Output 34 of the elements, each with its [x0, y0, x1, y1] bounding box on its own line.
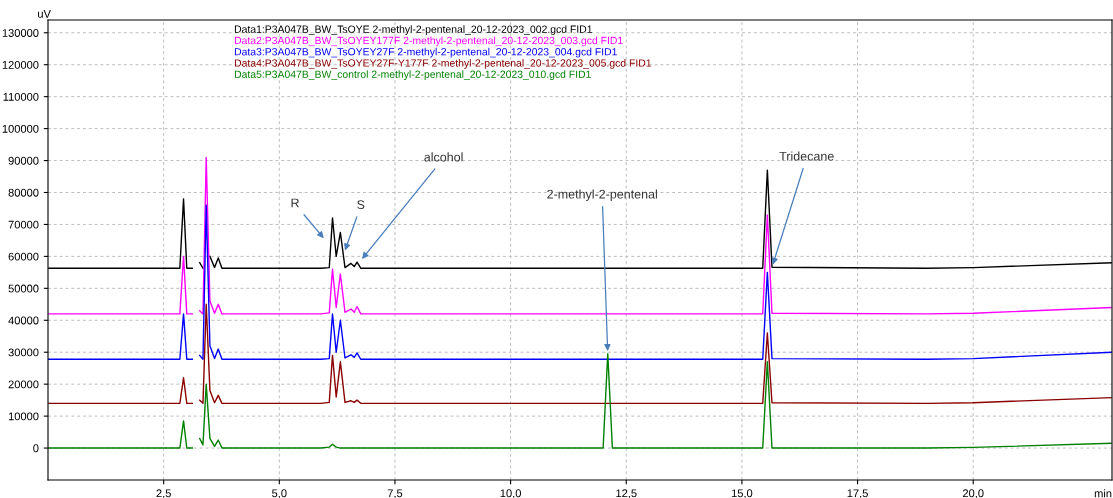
y-tick-label: 60000	[8, 252, 39, 261]
annotation: R	[291, 198, 299, 208]
text: Data4:P3A047B_BW_TsOYEY27F-Y177F 2-methyl-2-pentenal_20-12-2023_005.gcd FID1	[234, 59, 652, 69]
x-tick-label: 12,5	[616, 489, 637, 498]
y-tick-label: 0	[33, 444, 39, 453]
y-tick-label: 110000	[3, 92, 39, 101]
x-tick-label: 7,5	[387, 489, 403, 498]
y-tick-label: 120000	[2, 60, 39, 69]
x-tick-label: 10,0	[500, 489, 521, 498]
x-tick-label: 20,0	[962, 489, 984, 498]
y-tick-label: 130000	[2, 29, 39, 37]
y-tick-label: 40000	[8, 316, 39, 325]
annotation: 2-methyl-2-pentenal	[547, 189, 657, 202]
y-tick-label: 50000	[8, 284, 39, 293]
x-tick-label: 5,0	[272, 489, 287, 498]
text: Data5:P3A047B_BW_control 2-methyl-2-pentenal_20-12-2023_010.gcd FID1	[234, 70, 591, 81]
y-tick-label: 20000	[8, 380, 39, 389]
y-tick-label: 30000	[8, 348, 39, 357]
text: Data2:P3A047B_BW_TsOYEY177F 2-methyl-2-pentenal_20-12-2023_003.gcd FID1	[234, 36, 623, 47]
x-tick-label: 2,5	[156, 489, 171, 498]
text: Data1:P3A047B_BW_TsOYE 2-methyl-2-pentenal_20-12-2023_002.gcd FID1	[234, 25, 592, 35]
annotation: S	[357, 200, 365, 210]
y-axis-title: uV	[38, 10, 51, 18]
y-tick-label: 100000	[2, 124, 39, 133]
annotation: Tridecane	[779, 151, 834, 161]
y-tick-label: 90000	[8, 156, 39, 165]
y-tick-label: 10000	[8, 412, 39, 421]
x-tick-label: 15,0	[731, 489, 753, 498]
y-tick-label: 80000	[8, 188, 39, 197]
annotation: alcohol	[424, 152, 463, 162]
x-axis-title: min	[1094, 489, 1112, 498]
x-tick-label: 17,5	[847, 489, 868, 498]
y-tick-label: 70000	[8, 220, 39, 229]
text: Data3:P3A047B_BW_TsOYEY27F 2-methyl-2-pentenal_20-12-2023_004.gcd FID1	[234, 47, 617, 58]
